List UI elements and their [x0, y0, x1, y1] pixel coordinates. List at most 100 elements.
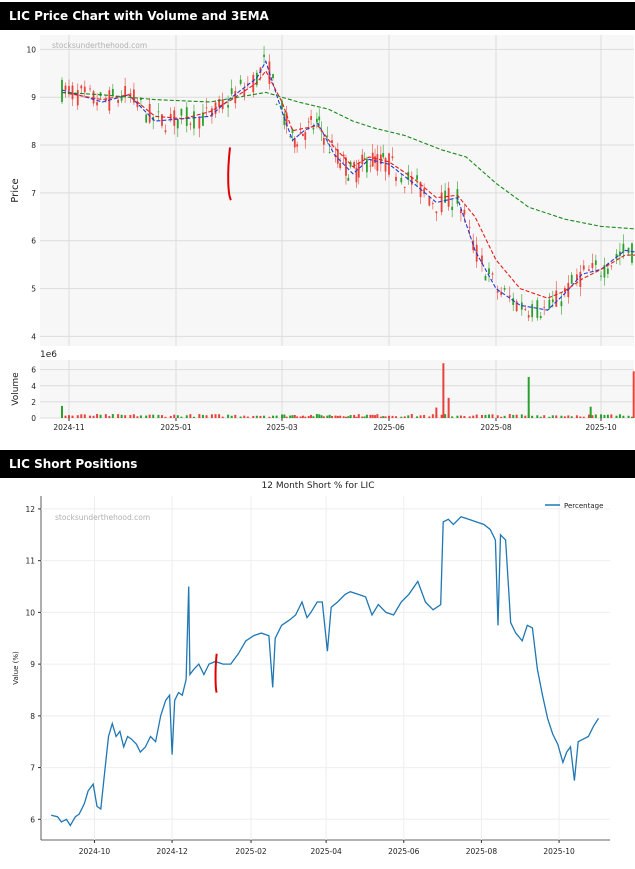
candle-body [193, 111, 195, 129]
volume-bar [520, 414, 523, 418]
candle-body [600, 275, 602, 277]
candle-body [272, 74, 274, 79]
volume-spike [60, 405, 63, 418]
candle-body [435, 211, 438, 214]
candle-body [342, 154, 345, 157]
volume-ytick: 2 [31, 398, 36, 407]
volume-bar [563, 416, 566, 418]
volume-bar [99, 414, 102, 418]
candle-body [548, 299, 551, 309]
volume-bar [296, 416, 299, 418]
volume-bar [456, 415, 459, 418]
price-plot-area [40, 35, 634, 346]
volume-bar [336, 415, 339, 418]
candle-body [563, 288, 566, 293]
candle-body [591, 262, 594, 268]
price-xtick: 2025-06 [373, 423, 405, 430]
candle-body [576, 274, 578, 280]
volume-bar [355, 416, 358, 418]
volume-bar [221, 416, 224, 418]
price-watermark: stocksunderthehood.com [52, 41, 147, 50]
candle-body [76, 89, 79, 106]
candle-body [180, 108, 183, 116]
short-percentage-line [51, 515, 600, 827]
candle-body [384, 158, 387, 172]
volume-bar [440, 414, 443, 418]
volume-plot-area [40, 360, 634, 418]
candle-body [198, 117, 201, 129]
volume-bar [176, 415, 179, 418]
volume-bar [293, 415, 296, 418]
volume-bar [391, 415, 394, 418]
candle-body [255, 72, 258, 86]
volume-bar [567, 415, 570, 418]
volume-bar [524, 415, 527, 418]
volume-bar [234, 414, 237, 418]
candle-body [296, 144, 299, 147]
volume-bar [301, 415, 304, 418]
volume-bar [210, 414, 213, 418]
candle-body [615, 253, 618, 259]
volume-bar [463, 416, 466, 418]
price-xtick: 2025-01 [160, 423, 192, 430]
volume-bar [428, 416, 431, 418]
candle-body [205, 107, 208, 109]
volume-bar [508, 414, 511, 418]
candle-body [310, 116, 312, 120]
volume-bar [342, 416, 345, 418]
candle-body [606, 268, 609, 274]
candle-body [560, 301, 563, 307]
volume-bar [515, 414, 518, 418]
volume-bar [124, 415, 127, 418]
candle-body [603, 265, 606, 278]
volume-bar [365, 414, 368, 418]
candle-body [460, 209, 462, 214]
volume-spike [589, 406, 592, 418]
candle-body [395, 176, 397, 181]
volume-bar [304, 416, 307, 418]
price-ytick: 9 [31, 93, 36, 102]
volume-spike [447, 397, 450, 418]
volume-spike [527, 376, 530, 418]
candle-body [428, 196, 431, 206]
volume-bar [369, 414, 372, 418]
candle-body [543, 306, 546, 308]
volume-bar [575, 415, 578, 418]
volume-bar [80, 414, 83, 418]
ema-line [61, 91, 635, 230]
volume-bar [111, 414, 114, 418]
candle-body [315, 118, 318, 123]
candle-body [336, 149, 339, 164]
volume-bar [587, 414, 590, 418]
candle-body [622, 243, 625, 253]
volume-bar [347, 416, 350, 418]
volume-bar [344, 416, 347, 418]
short-xtick: 2025-10 [543, 847, 575, 856]
volume-bar [89, 415, 92, 418]
candle-body [610, 265, 613, 267]
candle-body [570, 274, 573, 284]
candle-body [447, 187, 450, 207]
candle-body [347, 177, 350, 181]
candle-body [227, 104, 230, 108]
candle-body [263, 54, 265, 57]
candle-body [218, 99, 221, 107]
price-ytick: 5 [31, 285, 36, 294]
volume-bar [603, 414, 606, 418]
candle-body [124, 86, 127, 97]
volume-bar [289, 415, 292, 418]
volume-bar [630, 416, 633, 418]
candle-body [202, 112, 204, 126]
volume-bar [198, 414, 201, 418]
volume-bar [272, 415, 275, 418]
short-ytick: 11 [25, 557, 35, 566]
volume-bar [582, 416, 585, 418]
volume-bar [622, 415, 625, 418]
volume-bar [444, 414, 447, 418]
volume-bar [548, 416, 551, 418]
volume-bar [180, 416, 183, 418]
candle-body [512, 298, 515, 305]
volume-bar [331, 415, 334, 418]
candle-body [89, 88, 91, 90]
candle-body [285, 112, 288, 127]
